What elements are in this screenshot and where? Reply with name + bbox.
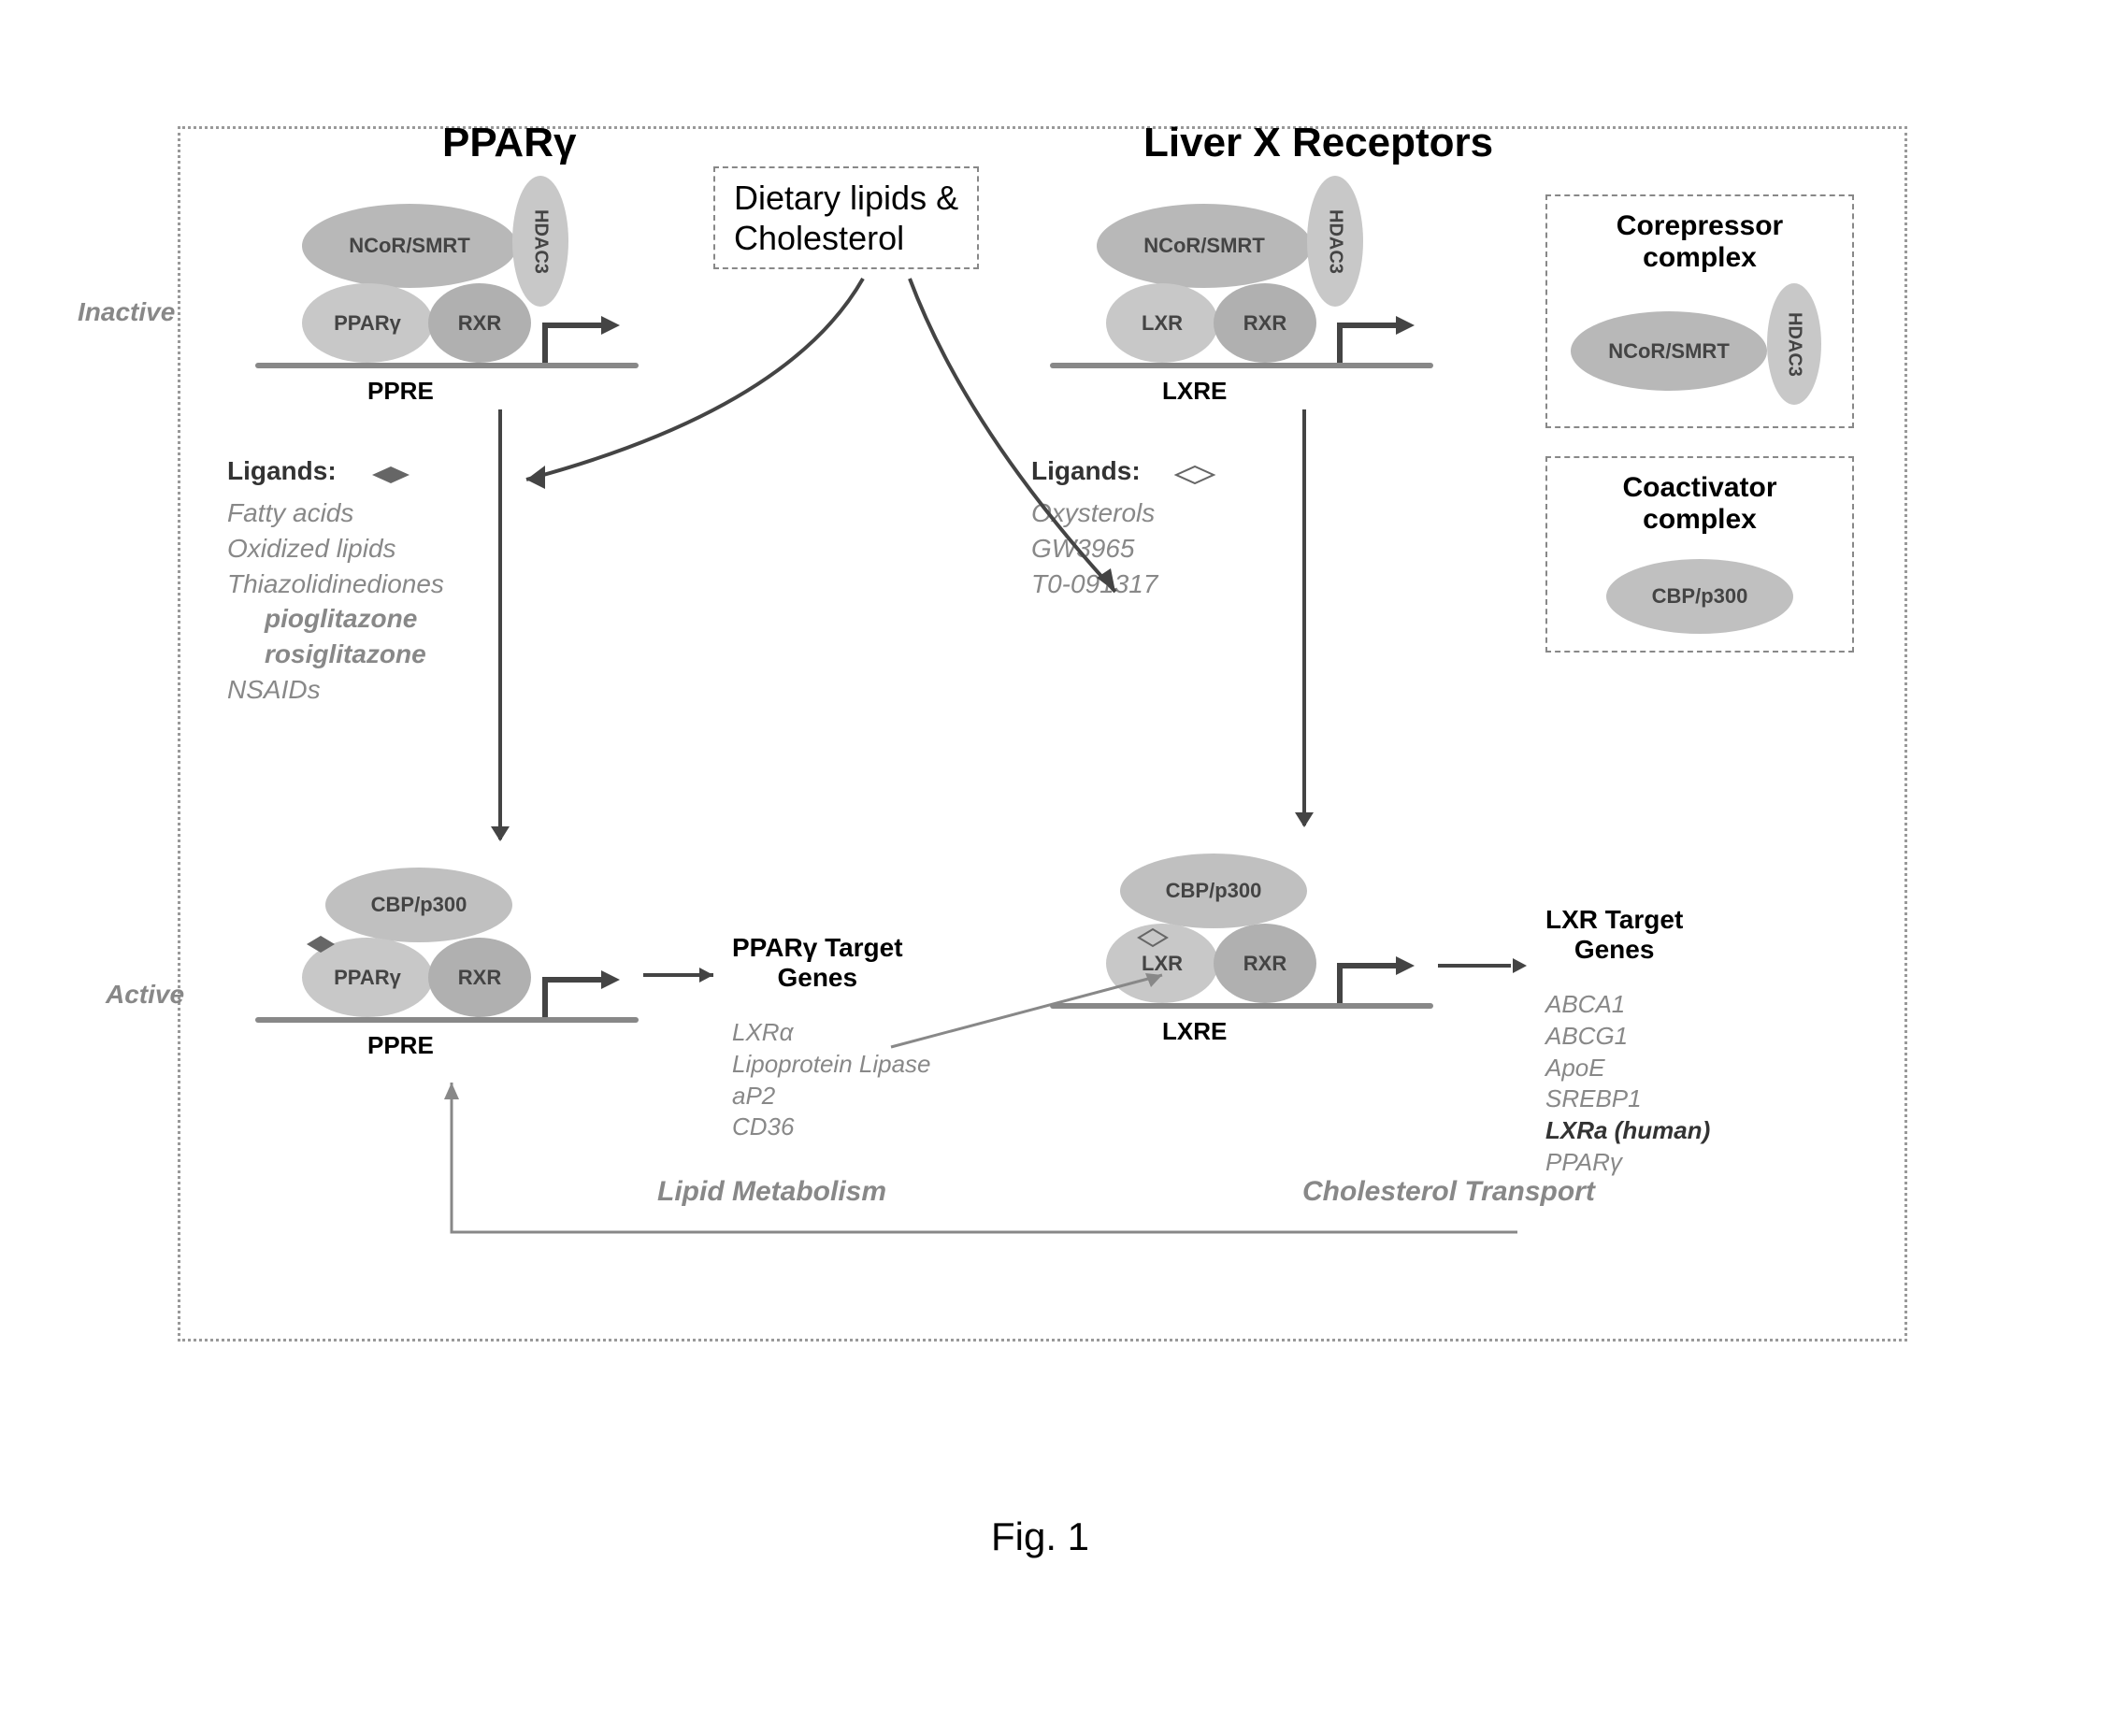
ppar-target-title: PPARγ Target Genes: [732, 933, 903, 993]
lxr-ligand-icon: [1134, 926, 1171, 950]
cbp-ellipse-2: CBP/p300: [1120, 854, 1307, 928]
ppar-lig-b1: rosiglitazone: [227, 637, 444, 672]
corepressor-label: Corepressor complex: [1561, 210, 1838, 274]
lxr-active-complex: CBP/p300 LXR RXR LXRE: [1069, 844, 1443, 1059]
ppar-ligand-shape: [367, 464, 414, 487]
rxr-ellipse-4: RXR: [1214, 924, 1316, 1003]
lxr-gene-3: SREBP1: [1545, 1083, 1710, 1115]
lxr-gene-0: ABCA1: [1545, 989, 1710, 1021]
coactivator-label: Coactivator complex: [1561, 472, 1838, 536]
lxr-title: Liver X Receptors: [1143, 120, 1493, 166]
lxre-label: LXRE: [1162, 377, 1227, 406]
coactivator-legend: Coactivator complex CBP/p300: [1545, 456, 1854, 653]
ppar-lig-0: Fatty acids: [227, 495, 444, 531]
ncor-ellipse: NCoR/SMRT: [302, 204, 517, 288]
promoter-arrow-3: [540, 970, 625, 1022]
promoter-arrow: [540, 316, 625, 367]
ppar-gene-1: Lipoprotein Lipase: [732, 1049, 931, 1081]
ppar-ligand-icon: [302, 933, 339, 956]
lipid-metabolism-label: Lipid Metabolism: [657, 1176, 886, 1208]
lxr-ellipse: LXR: [1106, 283, 1218, 363]
lxr-gene-1: ABCG1: [1545, 1021, 1710, 1053]
ppar-gene-2: aP2: [732, 1081, 931, 1112]
rxr-ellipse-3: RXR: [428, 938, 531, 1017]
legend-hdac: HDAC3: [1767, 283, 1821, 405]
lxr-gene-2: ApoE: [1545, 1053, 1710, 1084]
lxr-ligand-shape: [1171, 464, 1218, 487]
lxr-target-title: LXR Target Genes: [1545, 905, 1683, 965]
ppar-lig-tail: NSAIDs: [227, 672, 444, 708]
ppary-ellipse: PPARγ: [302, 283, 433, 363]
ppar-active-complex: CBP/p300 PPARγ RXR PPRE: [274, 858, 648, 1073]
ppre-label: PPRE: [367, 377, 434, 406]
cbp-ellipse: CBP/p300: [325, 868, 512, 942]
lxr-lig-2: T0-091317: [1031, 567, 1157, 602]
ligands-heading-2: Ligands:: [1031, 456, 1141, 485]
lxr-gene-bold: LXRa (human): [1545, 1115, 1710, 1147]
figure-label: Fig. 1: [991, 1514, 1089, 1559]
lxr-lig-0: Oxysterols: [1031, 495, 1157, 531]
promoter-arrow-4: [1335, 956, 1419, 1008]
lxr-lig-1: GW3965: [1031, 531, 1157, 567]
promoter-arrow-2: [1335, 316, 1419, 367]
active-label: Active: [106, 980, 184, 1010]
hdac-ellipse: HDAC3: [512, 176, 568, 307]
inactive-label: Inactive: [78, 297, 175, 327]
rxr-ellipse: RXR: [428, 283, 531, 363]
ppar-activation-arrow: [498, 409, 502, 839]
legend-cbp: CBP/p300: [1606, 559, 1793, 634]
input-box: Dietary lipids & Cholesterol: [713, 166, 979, 269]
ppar-inactive-complex: NCoR/SMRT HDAC3 PPARγ RXR PPRE: [274, 194, 648, 409]
lxre-label-2: LXRE: [1162, 1017, 1227, 1046]
ncor-ellipse-2: NCoR/SMRT: [1097, 204, 1312, 288]
lxr-ligands: Ligands: Oxysterols GW3965 T0-091317: [1031, 456, 1157, 592]
ppar-gene-0: LXRα: [732, 1017, 931, 1049]
legend-ncor: NCoR/SMRT: [1571, 311, 1767, 391]
ppar-ligands: Ligands: Fatty acids Oxidized lipids Thi…: [227, 456, 444, 698]
ppar-lig-2: Thiazolidinediones: [227, 567, 444, 602]
hdac-ellipse-2: HDAC3: [1307, 176, 1363, 307]
cholesterol-transport-label: Cholesterol Transport: [1302, 1176, 1595, 1208]
ligands-heading: Ligands:: [227, 456, 337, 485]
ppar-title: PPARγ: [442, 120, 576, 166]
lxr-gene-tail: PPARγ: [1545, 1147, 1710, 1179]
lxr-activation-arrow: [1302, 409, 1306, 825]
diagram-container: PPARγ Liver X Receptors Dietary lipids &…: [178, 126, 1907, 1341]
lxr-inactive-complex: NCoR/SMRT HDAC3 LXR RXR LXRE: [1069, 194, 1443, 409]
ppar-gene-3: CD36: [732, 1112, 931, 1143]
ppar-lig-b0: pioglitazone: [227, 601, 444, 637]
corepressor-legend: Corepressor complex NCoR/SMRT HDAC3: [1545, 194, 1854, 428]
rxr-ellipse-2: RXR: [1214, 283, 1316, 363]
ppar-lig-1: Oxidized lipids: [227, 531, 444, 567]
ppre-label-2: PPRE: [367, 1031, 434, 1060]
